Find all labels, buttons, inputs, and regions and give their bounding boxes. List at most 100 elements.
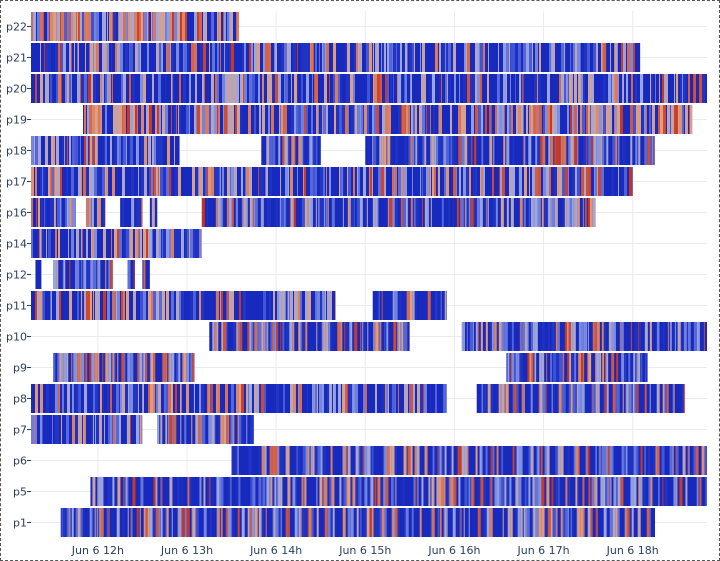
heatmap-cell — [358, 167, 360, 196]
heatmap-cell — [363, 446, 365, 475]
heatmap-cell — [318, 105, 319, 134]
heatmap-cell — [535, 43, 538, 72]
heatmap-cell — [397, 74, 398, 103]
heatmap-cell — [302, 136, 304, 165]
heatmap-cell — [561, 74, 564, 103]
heatmap-cell — [390, 74, 392, 103]
heatmap-cell — [565, 167, 568, 196]
heatmap-cell — [463, 508, 465, 537]
heatmap-cell — [181, 384, 182, 413]
heatmap-cell — [600, 446, 602, 475]
heatmap-cell — [393, 74, 394, 103]
heatmap-cell — [522, 74, 523, 103]
heatmap-cell — [536, 446, 538, 475]
heatmap-cell — [563, 353, 565, 382]
heatmap-cell — [249, 384, 252, 413]
heatmap-cell — [81, 167, 82, 196]
heatmap-cell — [501, 477, 505, 506]
heatmap-cell — [246, 167, 249, 196]
heatmap-cell — [585, 322, 587, 351]
heatmap-cell — [35, 136, 38, 165]
heatmap-cell — [647, 446, 651, 475]
heatmap-cell — [702, 74, 705, 103]
heatmap-cell — [444, 167, 446, 196]
heatmap-cell — [381, 508, 385, 537]
heatmap-cell — [59, 291, 61, 320]
heatmap-cell — [198, 167, 199, 196]
heatmap-cell — [201, 229, 202, 258]
heatmap-cell — [553, 105, 554, 134]
heatmap-cell — [171, 74, 172, 103]
heatmap-cell — [550, 508, 553, 537]
heatmap-cell — [112, 353, 115, 382]
heatmap-cell — [452, 508, 456, 537]
heatmap-cell — [254, 322, 258, 351]
heatmap-cell — [77, 291, 78, 320]
heatmap-cell — [562, 508, 564, 537]
heatmap-cell — [547, 322, 550, 351]
heatmap-cell — [615, 136, 618, 165]
heatmap-cell — [130, 415, 131, 444]
heatmap-cell — [289, 198, 291, 227]
heatmap-cell — [415, 198, 419, 227]
heatmap-cell — [223, 322, 227, 351]
heatmap-cell — [166, 43, 169, 72]
heatmap-cell — [386, 446, 390, 475]
heatmap-cell — [453, 477, 457, 506]
heatmap-cell — [529, 105, 531, 134]
heatmap-cell — [151, 291, 153, 320]
heatmap-cell — [583, 322, 586, 351]
heatmap-cell — [537, 446, 540, 475]
heatmap-cell — [563, 198, 565, 227]
heatmap-cell — [203, 508, 207, 537]
heatmap-cell — [117, 43, 118, 72]
heatmap-cell — [612, 384, 616, 413]
x-tick-label: Jun 6 16h — [427, 544, 480, 557]
heatmap-cell — [535, 508, 539, 537]
heatmap-cell — [461, 105, 464, 134]
heatmap-cell — [229, 12, 230, 41]
heatmap-cell — [342, 384, 345, 413]
heatmap-cell — [567, 105, 569, 134]
heatmap-cell — [128, 384, 129, 413]
heatmap-cell — [551, 322, 555, 351]
heatmap-cell — [449, 446, 451, 475]
heatmap-cell — [324, 508, 328, 537]
heatmap-cell — [87, 260, 91, 289]
heatmap-cell — [107, 12, 108, 41]
heatmap-cell — [410, 384, 413, 413]
heatmap-cell — [35, 74, 37, 103]
heatmap-cell — [222, 74, 225, 103]
heatmap-cell — [474, 136, 477, 165]
heatmap-cell — [40, 229, 41, 258]
heatmap-cell — [556, 136, 560, 165]
heatmap-cell — [99, 167, 102, 196]
heatmap-cell — [77, 74, 80, 103]
heatmap-cell — [311, 508, 314, 537]
heatmap-cell — [377, 74, 380, 103]
heatmap-cell — [121, 353, 125, 382]
heatmap-cell — [592, 477, 594, 506]
heatmap-cell — [593, 477, 595, 506]
heatmap-cell — [423, 167, 426, 196]
heatmap-cell — [307, 384, 308, 413]
heatmap-cell — [494, 322, 497, 351]
heatmap-cell — [590, 105, 591, 134]
heatmap-cell — [141, 415, 142, 444]
heatmap-cell — [387, 136, 391, 165]
heatmap-cell — [292, 322, 295, 351]
heatmap-cell — [444, 477, 446, 506]
heatmap-cell — [296, 105, 298, 134]
heatmap-cell — [90, 43, 93, 72]
heatmap-cell — [52, 415, 53, 444]
heatmap-cell — [150, 353, 154, 382]
heatmap-cell — [130, 353, 134, 382]
heatmap-cell — [211, 12, 214, 41]
heatmap-cell — [369, 167, 370, 196]
heatmap-cell — [141, 105, 144, 134]
heatmap-cell — [176, 353, 179, 382]
heatmap-cell — [214, 105, 217, 134]
heatmap-cell — [110, 136, 112, 165]
heatmap-cell — [98, 105, 100, 134]
heatmap-cell — [231, 415, 234, 444]
